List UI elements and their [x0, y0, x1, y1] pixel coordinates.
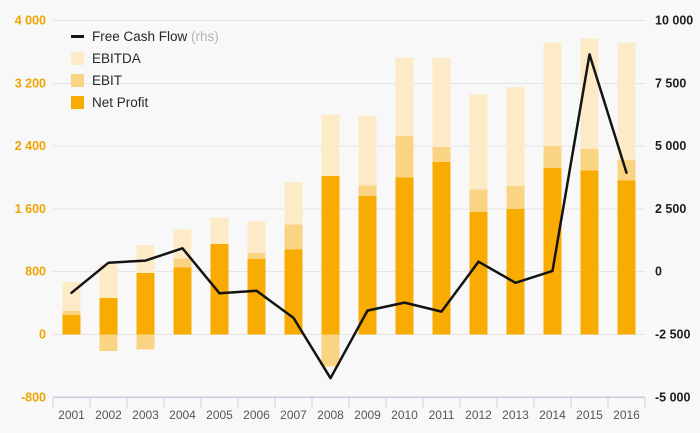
left-axis-label: 4 000	[15, 14, 46, 28]
x-axis-year-label: 2008	[317, 408, 344, 422]
x-axis-year-label: 2003	[132, 408, 159, 422]
ebit-swatch	[71, 74, 84, 87]
bar-net-profit-2011	[432, 161, 451, 335]
right-axis-label: 2 500	[655, 202, 686, 216]
legend-label: Free Cash Flow	[92, 29, 188, 44]
x-axis-year-label: 2006	[243, 408, 270, 422]
left-axis-label: 3 200	[15, 76, 46, 90]
bar-net-profit-2015	[580, 170, 599, 335]
legend-rhs-suffix: (rhs)	[187, 29, 219, 44]
legend-item-net-profit: Net Profit	[71, 92, 219, 114]
x-axis-year-label: 2015	[576, 408, 603, 422]
x-axis-year-label: 2004	[169, 408, 196, 422]
free-cash-flow-line	[70, 53, 628, 380]
legend-label: Net Profit	[92, 95, 149, 110]
x-axis-year-label: 2009	[354, 408, 381, 422]
bar-net-profit-2008	[321, 175, 340, 335]
left-axis-label: 0	[39, 328, 46, 342]
x-axis-year-label: 2011	[429, 408, 455, 422]
right-axis-label: -2 500	[655, 328, 690, 342]
bar-net-profit-2001	[62, 314, 81, 335]
right-axis-label: 7 500	[655, 76, 686, 90]
left-axis-label: 800	[25, 265, 46, 279]
bar-net-profit-2003	[136, 272, 155, 335]
legend-item-free-cash-flow: Free Cash Flow (rhs)	[71, 26, 219, 48]
left-axis-label: 2 400	[15, 139, 46, 153]
bar-net-profit-2002	[99, 297, 118, 335]
legend-label: EBITDA	[92, 51, 141, 66]
right-axis-label: 5 000	[655, 139, 686, 153]
chart-legend: Free Cash Flow (rhs) EBITDA EBIT Net Pro…	[71, 26, 219, 114]
bar-net-profit-2012	[469, 212, 488, 335]
x-axis-year-label: 2010	[391, 408, 418, 422]
x-axis-year-label: 2007	[280, 408, 307, 422]
bar-ebit-2003	[136, 334, 155, 350]
bar-net-profit-2006	[247, 259, 266, 335]
x-axis-year-label: 2005	[206, 408, 233, 422]
left-axis-label: 1 600	[15, 202, 46, 216]
bar-net-profit-2016	[617, 180, 636, 335]
right-axis-label: 0	[655, 265, 662, 279]
bar-net-profit-2004	[173, 267, 192, 335]
net-profit-swatch	[71, 96, 84, 109]
x-axis-year-label: 2002	[95, 408, 122, 422]
legend-item-ebitda: EBITDA	[71, 48, 219, 70]
left-axis-label: -800	[21, 390, 46, 404]
bar-net-profit-2005	[210, 244, 229, 335]
legend-item-ebit: EBIT	[71, 70, 219, 92]
x-axis-year-label: 2012	[465, 408, 492, 422]
right-axis-label: -5 000	[655, 390, 690, 404]
bar-net-profit-2014	[543, 168, 562, 335]
bar-ebit-2008	[321, 334, 340, 367]
x-axis-year-label: 2013	[502, 408, 529, 422]
right-axis-label: 10 000	[655, 14, 693, 28]
x-axis-year-label: 2014	[539, 408, 566, 422]
bar-ebit-2002	[99, 334, 118, 351]
x-axis-year-label: 2001	[58, 408, 85, 422]
x-axis-year-label: 2016	[613, 408, 640, 422]
bar-net-profit-2013	[506, 208, 525, 335]
bar-net-profit-2009	[358, 195, 377, 335]
bar-net-profit-2010	[395, 177, 414, 335]
ebitda-swatch	[71, 52, 84, 65]
free-cash-flow-line-swatch	[71, 35, 84, 38]
bar-net-profit-2007	[284, 249, 303, 335]
legend-label: EBIT	[92, 73, 123, 88]
